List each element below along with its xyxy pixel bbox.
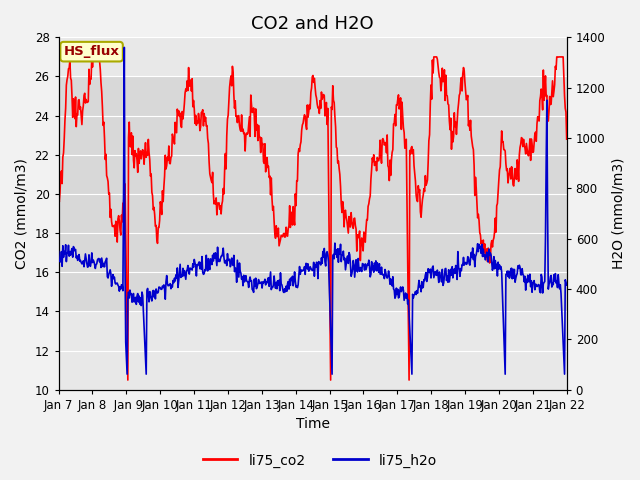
X-axis label: Time: Time bbox=[296, 418, 330, 432]
Title: CO2 and H2O: CO2 and H2O bbox=[252, 15, 374, 33]
Text: HS_flux: HS_flux bbox=[63, 45, 120, 58]
Y-axis label: CO2 (mmol/m3): CO2 (mmol/m3) bbox=[15, 158, 29, 269]
Legend: li75_co2, li75_h2o: li75_co2, li75_h2o bbox=[197, 448, 443, 473]
Y-axis label: H2O (mmol/m3): H2O (mmol/m3) bbox=[611, 158, 625, 269]
Bar bbox=[59, 76, 566, 312]
